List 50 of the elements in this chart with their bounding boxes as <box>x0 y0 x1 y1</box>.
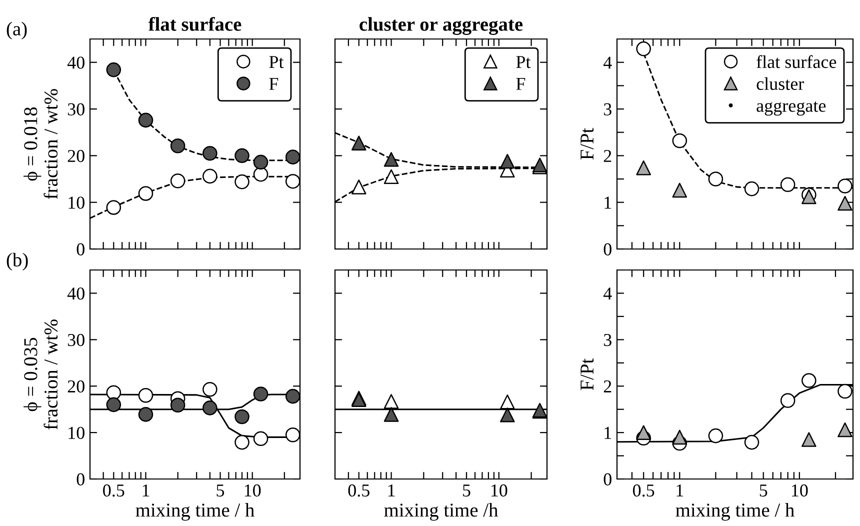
x-tick-label: 1 <box>142 484 150 496</box>
text: (a) <box>6 22 27 40</box>
x-tick-label: 0.5 <box>632 484 654 497</box>
x-tick-label: 10 <box>491 484 508 497</box>
x-tick-label: 0.5 <box>348 484 370 497</box>
y-tick-label: 0 <box>76 243 84 256</box>
x-axis-title: mixing time / h <box>676 503 794 521</box>
y-tick-label: 40 <box>67 287 84 300</box>
y-tick-label: 0 <box>604 243 612 256</box>
chart-title: flat surface <box>148 16 242 31</box>
y-axis-title: F/Pt <box>580 358 594 390</box>
y-tick-label: 30 <box>68 334 84 346</box>
y-tick-label: 4 <box>603 288 612 300</box>
x-tick-label: 5 <box>463 484 470 497</box>
y-axis-title: ϕ = 0.035 fraction / wt% <box>24 320 58 430</box>
x-tick-label: 10 <box>792 484 808 497</box>
y-tick-label: 1 <box>604 426 612 439</box>
legend-label: Pt <box>269 56 284 68</box>
legend-label: aggregate <box>756 102 826 116</box>
y-tick-label: 20 <box>68 150 84 162</box>
y-tick-label: 2 <box>604 380 612 392</box>
legend-label: cluster <box>756 77 804 90</box>
y-tick-label: 0 <box>604 473 612 486</box>
legend-label: F <box>516 78 526 90</box>
x-tick-label: 10 <box>244 484 261 497</box>
x-tick-label: 0.5 <box>103 484 124 497</box>
y-tick-label: 4 <box>603 56 612 69</box>
y-axis-title: F/Pt <box>580 128 594 160</box>
y-tick-label: 40 <box>67 56 84 69</box>
x-tick-label: 1 <box>676 484 684 496</box>
y-tick-label: 10 <box>68 196 84 209</box>
y-axis-title: ϕ = 0.018 fraction / wt% <box>24 89 58 200</box>
text: (b) <box>6 252 28 270</box>
y-tick-label: 20 <box>68 380 84 393</box>
x-axis-title: mixing time / h <box>136 503 254 521</box>
legend-label: Pt <box>516 56 531 68</box>
x-tick-label: 5 <box>216 484 224 497</box>
y-tick-label: 2 <box>604 150 612 162</box>
legend-label: F <box>269 78 278 90</box>
y-tick-label: 3 <box>604 103 612 116</box>
y-tick-label: 3 <box>604 334 612 346</box>
y-tick-label: 0 <box>76 473 84 486</box>
y-tick-label: 10 <box>68 426 84 439</box>
y-tick-label: 30 <box>68 103 84 116</box>
x-tick-label: 1 <box>388 484 395 496</box>
y-tick-label: 1 <box>604 196 612 209</box>
x-axis-title: mixing time /h <box>384 503 498 521</box>
legend-label: flat surface <box>756 55 836 68</box>
x-tick-label: 5 <box>760 484 768 497</box>
chart-title: cluster or aggregate <box>360 17 523 35</box>
